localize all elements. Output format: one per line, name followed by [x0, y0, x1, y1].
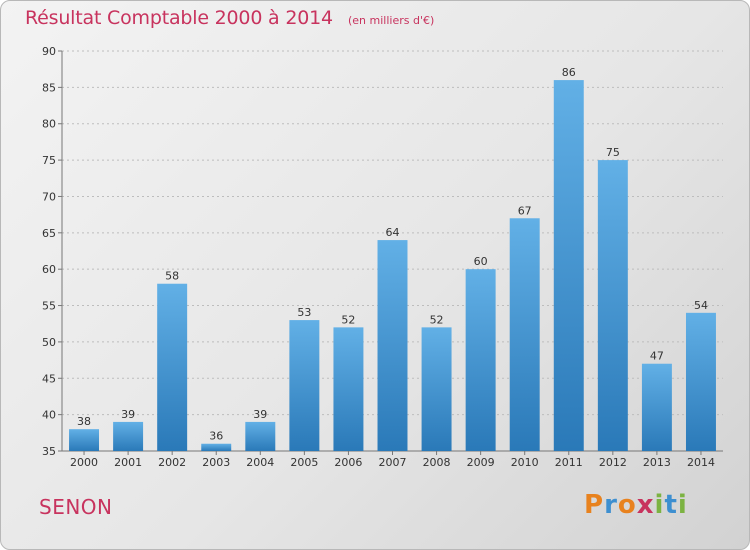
- x-tick-label-2004: 2004: [246, 456, 274, 469]
- proxiti-logo: Proxiti: [584, 490, 688, 520]
- data-label-2009: 60: [474, 255, 488, 268]
- bar-2011: [553, 80, 584, 451]
- data-label-2001: 39: [121, 408, 135, 421]
- x-tick-label-2003: 2003: [202, 456, 230, 469]
- bar-2008: [421, 327, 452, 451]
- data-label-2010: 67: [518, 204, 532, 217]
- x-tick-label-2008: 2008: [423, 456, 451, 469]
- y-tick-label: 75: [42, 154, 56, 167]
- y-tick-label: 85: [42, 81, 56, 94]
- bar-2001: [113, 421, 144, 451]
- data-label-2002: 58: [165, 270, 179, 283]
- bar-2003: [201, 443, 232, 451]
- data-label-2006: 52: [341, 313, 355, 326]
- data-label-2013: 47: [650, 350, 664, 363]
- bar-2013: [641, 363, 672, 451]
- x-tick-label-2001: 2001: [114, 456, 142, 469]
- data-label-2004: 39: [253, 408, 267, 421]
- data-label-2014: 54: [694, 299, 708, 312]
- bar-chart: 35 40 45 50 55 60 65 70 75 80 85 90 38 2000 39 2001 58 20…: [42, 45, 723, 469]
- x-tick-label-2002: 2002: [158, 456, 186, 469]
- commune-name: SENON: [39, 495, 113, 519]
- x-tick-label-2006: 2006: [334, 456, 362, 469]
- y-tick-label: 60: [42, 263, 56, 276]
- y-tick-label: 35: [42, 445, 56, 458]
- x-tick-label-2007: 2007: [379, 456, 407, 469]
- bar-2000: [69, 429, 100, 451]
- y-tick-label: 50: [42, 336, 56, 349]
- logo-letter: t: [664, 490, 678, 520]
- chart-unit: (en milliers d'€): [347, 14, 435, 27]
- bar-2014: [685, 312, 716, 451]
- data-label-2005: 53: [297, 306, 311, 319]
- x-tick-label-2014: 2014: [687, 456, 715, 469]
- x-tick-label-2000: 2000: [70, 456, 98, 469]
- bar-2006: [333, 327, 364, 451]
- bar-2004: [245, 421, 276, 451]
- bar-2007: [377, 240, 408, 451]
- x-tick-label-2005: 2005: [290, 456, 318, 469]
- y-tick-label: 90: [42, 45, 56, 58]
- bar-2009: [465, 269, 496, 451]
- data-label-2000: 38: [77, 415, 91, 428]
- y-tick-label: 45: [42, 372, 56, 385]
- y-tick-label: 70: [42, 190, 56, 203]
- logo-letter: P: [584, 490, 605, 520]
- y-tick-label: 55: [42, 300, 56, 313]
- x-tick-label-2013: 2013: [643, 456, 671, 469]
- logo-letter: r: [604, 490, 618, 520]
- x-tick-label-2012: 2012: [599, 456, 627, 469]
- data-label-2011: 86: [562, 66, 576, 79]
- logo-letter: o: [617, 490, 637, 520]
- y-tick-label: 65: [42, 227, 56, 240]
- bar-2012: [597, 160, 628, 451]
- data-label-2003: 36: [209, 430, 223, 443]
- logo-letter: i: [677, 490, 688, 520]
- logo-letter: i: [654, 490, 665, 520]
- data-label-2008: 52: [430, 313, 444, 326]
- data-label-2012: 75: [606, 146, 620, 159]
- data-label-2007: 64: [386, 226, 400, 239]
- bar-2005: [289, 320, 320, 451]
- bar-2002: [157, 283, 188, 451]
- x-tick-label-2009: 2009: [467, 456, 495, 469]
- x-tick-label-2011: 2011: [555, 456, 583, 469]
- chart-title: Résultat Comptable 2000 à 2014: [25, 7, 333, 29]
- chart-header: Résultat Comptable 2000 à 2014 (en milli…: [25, 7, 434, 29]
- bar-2010: [509, 218, 540, 451]
- x-tick-label-2010: 2010: [511, 456, 539, 469]
- logo-letter: x: [636, 490, 655, 520]
- y-tick-label: 40: [42, 409, 56, 422]
- y-tick-label: 80: [42, 118, 56, 131]
